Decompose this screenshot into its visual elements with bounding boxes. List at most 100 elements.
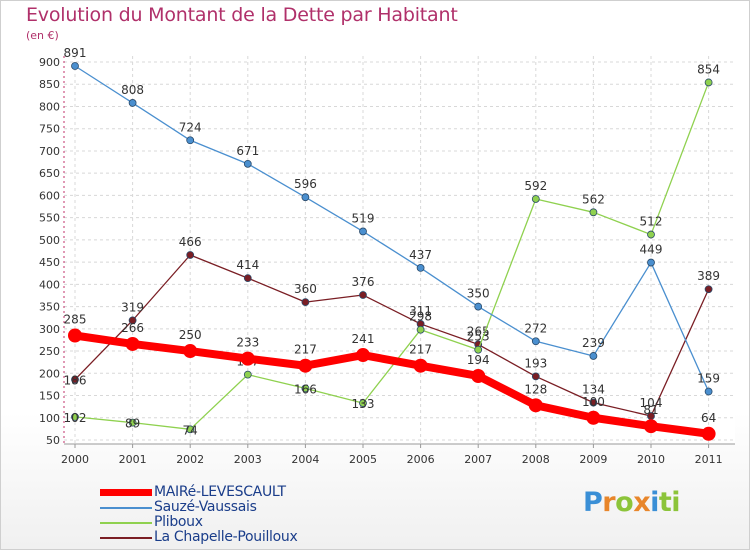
series-2-point-1	[128, 418, 137, 427]
series-2-label-10: 512	[640, 215, 663, 229]
series-3-point-4	[301, 298, 310, 307]
x-tick-label-2007: 2007	[464, 453, 492, 466]
series-line-2	[74, 81, 710, 430]
series-3-point-1	[128, 316, 137, 325]
series-0-label-8: 128	[524, 382, 547, 396]
series-0-label-5: 241	[352, 332, 375, 346]
series-2-point-6	[416, 325, 425, 334]
legend-label-1: Sauzé-Vaussais	[154, 499, 257, 515]
series-1-label-0: 891	[64, 46, 87, 60]
series-3-point-9	[589, 398, 598, 407]
series-1-label-5: 519	[352, 211, 375, 225]
series-2-label-8: 592	[524, 179, 547, 193]
series-1-point-4	[301, 193, 310, 202]
y-tick-label-700: 700	[39, 145, 60, 158]
series-1-point-8	[531, 337, 540, 346]
series-1-point-5	[359, 227, 367, 236]
logo-letter: i	[650, 487, 659, 518]
series-1-point-0	[71, 62, 79, 70]
series-2-label-2: 74	[183, 423, 198, 437]
series-2-point-0	[71, 412, 79, 421]
y-tick-label-50: 50	[46, 434, 60, 447]
y-tick-label-400: 400	[39, 278, 60, 291]
series-1-point-10	[647, 258, 655, 267]
y-tick-label-350: 350	[39, 301, 60, 314]
series-2-label-1: 89	[125, 417, 140, 431]
y-tick-label-500: 500	[39, 234, 60, 247]
series-0-point-9	[586, 410, 601, 425]
y-tick-label-850: 850	[39, 78, 60, 91]
series-1-point-2	[186, 136, 195, 145]
plot-area	[64, 56, 735, 444]
y-tick-label-750: 750	[39, 123, 60, 136]
series-1-point-11	[704, 387, 713, 396]
series-0-point-5	[356, 348, 370, 363]
legend-swatch-1	[100, 507, 152, 509]
series-0-label-7: 194	[467, 353, 490, 367]
series-0-point-1	[125, 336, 140, 351]
legend-label-3: La Chapelle-Pouilloux	[154, 529, 298, 545]
series-1-point-3	[243, 159, 252, 168]
series-0-point-0	[68, 328, 82, 343]
x-tick-label-2000: 2000	[61, 453, 89, 466]
series-1-label-8: 272	[524, 321, 547, 335]
series-3-label-11: 389	[697, 269, 720, 283]
legend-swatch-3	[100, 537, 152, 539]
series-0-label-10: 81	[643, 403, 658, 417]
series-2-point-9	[589, 208, 598, 217]
series-3-point-11	[704, 285, 713, 294]
series-0-label-9: 100	[582, 395, 605, 409]
series-0-label-1: 266	[121, 321, 144, 335]
x-tick-label-2002: 2002	[176, 453, 204, 466]
series-1-label-1: 808	[121, 83, 144, 97]
x-tick-label-2009: 2009	[579, 453, 607, 466]
series-2-label-0: 102	[64, 411, 87, 425]
series-1-label-4: 596	[294, 177, 317, 191]
series-3-label-9: 134	[582, 383, 605, 397]
y-tick-label-100: 100	[39, 412, 60, 425]
logo-letter: r	[602, 487, 616, 518]
y-tick-label-250: 250	[39, 345, 60, 358]
series-2-point-10	[647, 230, 655, 239]
logo-letter: o	[615, 487, 634, 518]
series-2-point-11	[704, 78, 713, 87]
series-2-point-3	[243, 370, 252, 379]
series-3-label-6: 311	[409, 304, 432, 318]
series-3-label-5: 376	[352, 275, 375, 289]
legend-label-0: MAIRé-LEVESCAULT	[154, 484, 286, 500]
series-3-label-4: 360	[294, 282, 317, 296]
series-0-point-7	[471, 368, 486, 383]
series-3-label-8: 193	[524, 356, 547, 370]
x-tick-label-2008: 2008	[522, 453, 550, 466]
proxiti-logo: Proxiti	[583, 487, 681, 518]
series-1-label-7: 350	[467, 287, 490, 301]
series-0-label-2: 250	[179, 328, 202, 342]
y-tick-label-550: 550	[39, 212, 60, 225]
series-2-point-5	[359, 399, 367, 407]
series-0-label-0: 285	[64, 312, 87, 326]
series-0-point-6	[413, 358, 428, 373]
y-tick-label-200: 200	[39, 367, 60, 380]
x-tick-label-2010: 2010	[637, 453, 665, 466]
legend-swatch-2	[100, 522, 152, 524]
series-1-label-6: 437	[409, 248, 432, 262]
series-0-label-3: 233	[236, 336, 259, 350]
logo-letter: ti	[658, 487, 681, 518]
series-2-label-9: 562	[582, 192, 605, 206]
x-tick-label-2001: 2001	[119, 453, 147, 466]
series-3-point-5	[359, 291, 367, 299]
chart-subtitle: (en €)	[26, 29, 59, 42]
series-0-point-2	[183, 344, 198, 359]
logo-letter: P	[583, 487, 603, 518]
series-3-point-3	[243, 274, 252, 283]
series-3-label-3: 414	[236, 258, 259, 272]
legend-swatch-0	[100, 489, 152, 496]
logo-letter: x	[633, 487, 651, 518]
series-0-label-4: 217	[294, 343, 317, 357]
x-tick-label-2003: 2003	[234, 453, 262, 466]
series-line-3	[74, 254, 710, 417]
series-1-point-1	[128, 99, 137, 107]
series-3-point-2	[186, 251, 195, 259]
series-0-point-11	[701, 426, 716, 441]
